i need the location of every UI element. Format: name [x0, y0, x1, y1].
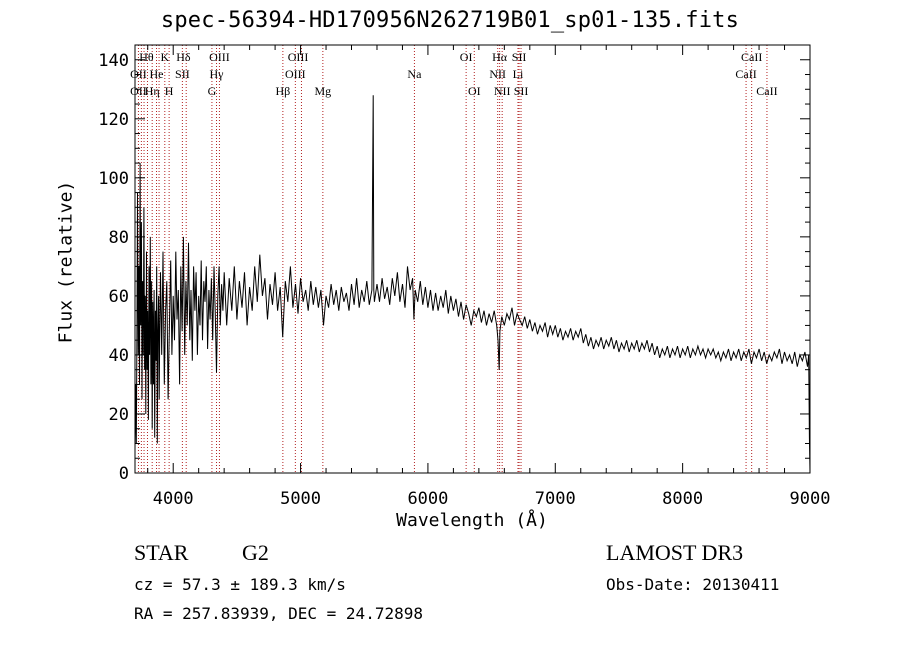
x-tick-label: 8000 [662, 489, 703, 509]
y-tick-label: 0 [119, 464, 129, 484]
line-label: SII [514, 84, 529, 98]
line-label: CaII [756, 84, 777, 98]
line-label: Hη [145, 84, 160, 98]
line-label: SII [512, 50, 527, 64]
x-tick-label: 6000 [407, 489, 448, 509]
chart-title: spec-56394-HD170956N262719B01_sp01-135.f… [160, 8, 740, 33]
y-tick-label: 100 [98, 169, 129, 189]
x-tick-label: 7000 [535, 489, 576, 509]
spectrum-series [134, 95, 811, 474]
redshift-cz: cz = 57.3 ± 189.3 km/s [134, 575, 346, 594]
line-label: CaII [741, 50, 762, 64]
line-markers [137, 45, 768, 473]
line-label: G [208, 84, 217, 98]
plot-frame [134, 44, 811, 474]
object-class: STAR [134, 540, 189, 565]
line-label: OII [130, 67, 147, 81]
object-subclass: G2 [242, 540, 269, 565]
x-tick-label: 5000 [280, 489, 321, 509]
x-tick-label: 9000 [790, 489, 831, 509]
line-label: OIII [288, 50, 309, 64]
line-label: Li [513, 67, 524, 81]
y-tick-label: 40 [109, 346, 129, 366]
line-label: He [150, 67, 164, 81]
ra-dec: RA = 257.83939, DEC = 24.72898 [134, 604, 423, 623]
line-label: Hδ [176, 50, 191, 64]
line-label: NII [494, 84, 511, 98]
line-label: NII [489, 67, 506, 81]
y-tick-label: 140 [98, 51, 129, 71]
line-label: Hγ [210, 67, 225, 81]
line-label: SII [175, 67, 190, 81]
y-tick-label: 20 [109, 405, 129, 425]
line-label: OIII [285, 67, 306, 81]
line-labels: Hθ K Hδ OIII OIII OI Hα SII CaII OII He SII Hγ OIII Na… [130, 50, 778, 98]
line-label: H [165, 84, 174, 98]
x-axis-label: Wavelength (Å) [396, 510, 548, 531]
line-label: Hθ [139, 50, 154, 64]
y-tick-label: 60 [109, 287, 129, 307]
y-axis-label: Flux (relative) [55, 180, 77, 344]
y-tick-label: 120 [98, 110, 129, 130]
x-axis-ticks: 4000 5000 6000 7000 8000 9000 [147, 45, 831, 509]
y-tick-label: 80 [109, 228, 129, 248]
obs-date: Obs-Date: 20130411 [606, 575, 780, 594]
line-label: CaII [735, 67, 756, 81]
line-label: Mg [315, 84, 332, 98]
line-label: K [160, 50, 169, 64]
line-label: OI [468, 84, 481, 98]
line-label: Hα [492, 50, 508, 64]
x-tick-label: 4000 [153, 489, 194, 509]
line-label: Hβ [275, 84, 290, 98]
spectrum-line [134, 95, 811, 474]
line-label: OIII [209, 50, 230, 64]
line-label: Na [407, 67, 422, 81]
line-label: OI [460, 50, 473, 64]
survey-name: LAMOST DR3 [606, 540, 744, 565]
y-axis-ticks: 0 20 40 60 80 100 120 140 [98, 51, 810, 484]
line-label: OII [130, 84, 147, 98]
